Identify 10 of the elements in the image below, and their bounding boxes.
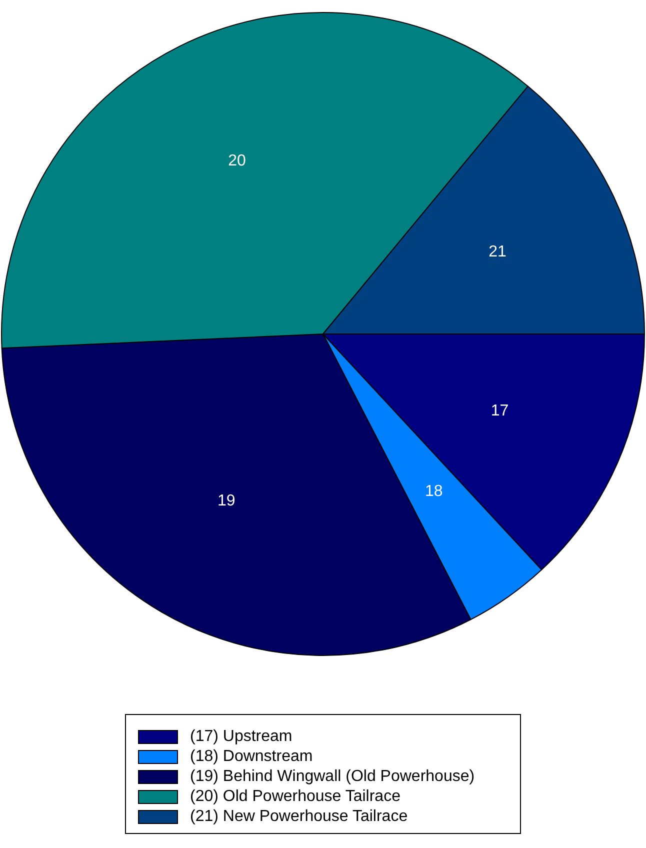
text: 21 [488, 243, 507, 260]
legend-label: (18) Downstream [190, 748, 313, 766]
legend-label: (21) New Powerhouse Tailrace [190, 808, 408, 826]
text: 19 [217, 492, 236, 510]
legend-label: (17) Upstream [190, 728, 292, 746]
legend-label: (19) Behind Wingwall (Old Powerhouse) [190, 768, 475, 786]
text: 20 [228, 152, 246, 170]
text: 17 [490, 402, 509, 420]
legend-label: (20) Old Powerhouse Tailrace [190, 788, 400, 806]
text: 18 [425, 483, 443, 500]
